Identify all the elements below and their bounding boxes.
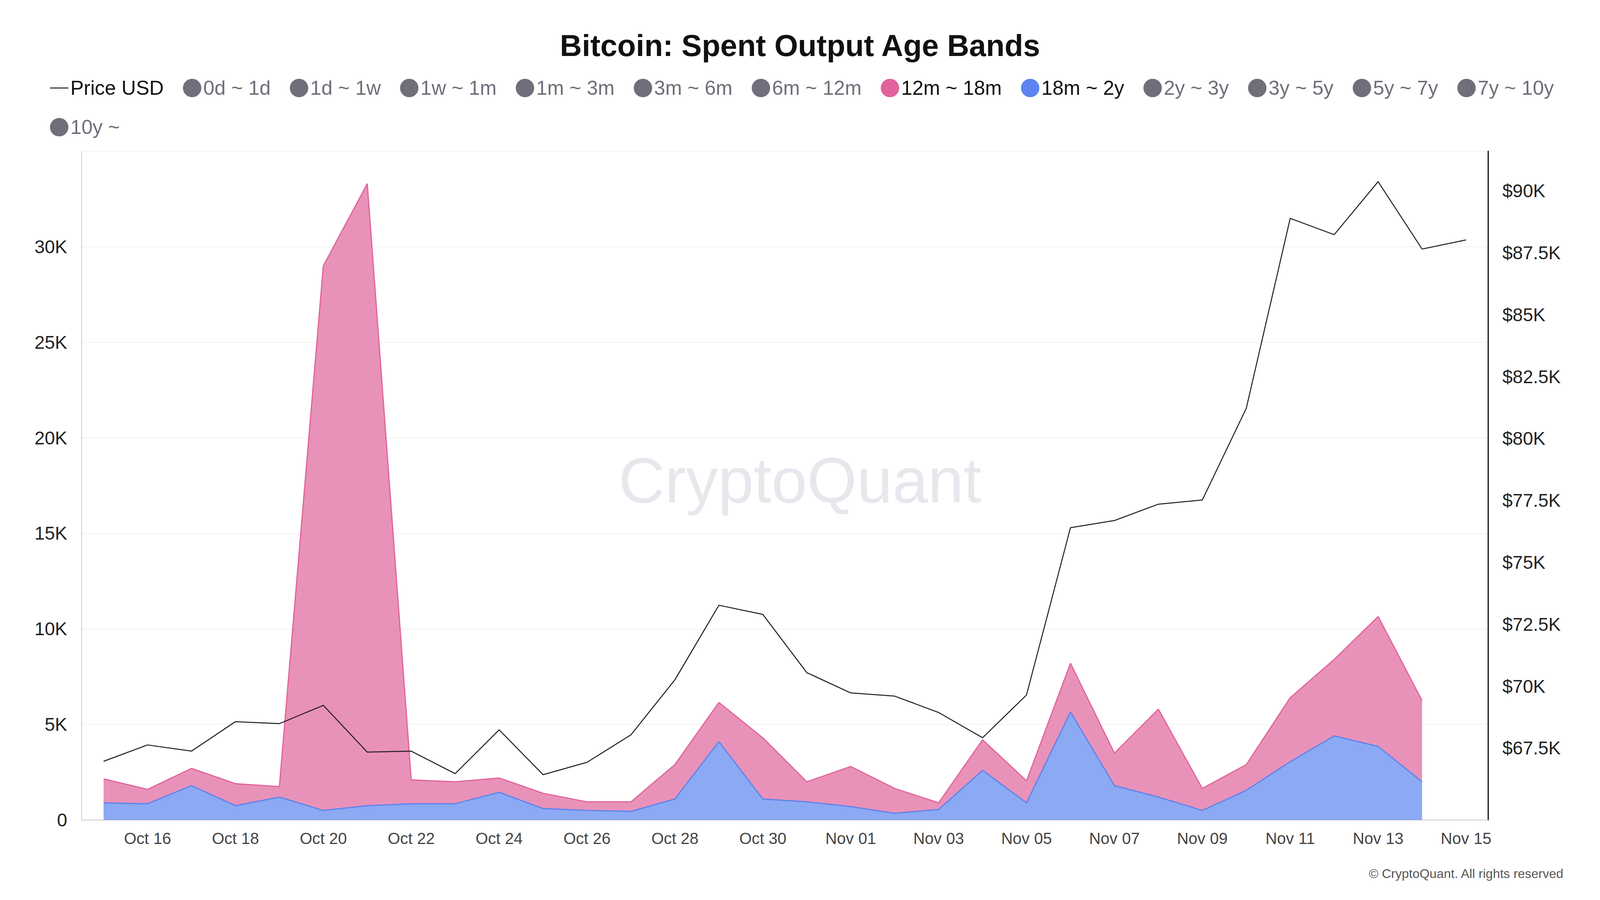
svg-text:$90K: $90K xyxy=(1502,180,1546,202)
svg-text:$77.5K: $77.5K xyxy=(1502,490,1561,511)
svg-text:30K: 30K xyxy=(34,236,68,258)
svg-text:Oct 30: Oct 30 xyxy=(739,829,787,848)
svg-text:20K: 20K xyxy=(34,427,68,449)
svg-text:$80K: $80K xyxy=(1502,428,1546,449)
svg-text:5y ~ 7y: 5y ~ 7y xyxy=(1373,76,1439,100)
svg-text:6m ~ 12m: 6m ~ 12m xyxy=(772,76,862,100)
svg-text:0d ~ 1d: 0d ~ 1d xyxy=(203,76,271,100)
svg-text:Nov 11: Nov 11 xyxy=(1265,829,1316,848)
svg-text:Oct 24: Oct 24 xyxy=(475,829,523,848)
svg-text:$85K: $85K xyxy=(1502,304,1546,326)
svg-text:© CryptoQuant. All rights rese: © CryptoQuant. All rights reserved xyxy=(1368,866,1564,881)
svg-text:10K: 10K xyxy=(34,618,68,640)
svg-text:$82.5K: $82.5K xyxy=(1502,366,1561,388)
svg-text:Nov 15: Nov 15 xyxy=(1440,829,1492,848)
svg-text:$87.5K: $87.5K xyxy=(1502,242,1561,264)
svg-text:Nov 13: Nov 13 xyxy=(1352,829,1404,848)
svg-text:Oct 20: Oct 20 xyxy=(299,829,347,848)
svg-text:Bitcoin: Spent Output Age Band: Bitcoin: Spent Output Age Bands xyxy=(560,28,1040,63)
svg-text:Oct 28: Oct 28 xyxy=(651,829,699,848)
svg-text:$75K: $75K xyxy=(1502,552,1546,573)
svg-text:Price USD: Price USD xyxy=(70,76,164,100)
svg-text:Oct 16: Oct 16 xyxy=(124,829,172,848)
svg-text:3m ~ 6m: 3m ~ 6m xyxy=(654,76,733,100)
svg-text:Nov 01: Nov 01 xyxy=(825,829,876,848)
svg-text:CryptoQuant: CryptoQuant xyxy=(618,444,982,516)
svg-text:Oct 22: Oct 22 xyxy=(387,829,435,848)
svg-text:Oct 18: Oct 18 xyxy=(212,829,260,848)
svg-text:Nov 05: Nov 05 xyxy=(1001,829,1052,848)
svg-text:0: 0 xyxy=(56,809,68,831)
svg-text:$67.5K: $67.5K xyxy=(1502,737,1561,759)
svg-text:Nov 03: Nov 03 xyxy=(913,829,964,848)
svg-text:25K: 25K xyxy=(34,332,68,353)
svg-text:2y ~ 3y: 2y ~ 3y xyxy=(1164,76,1230,100)
svg-text:12m ~ 18m: 12m ~ 18m xyxy=(901,76,1002,100)
svg-text:5K: 5K xyxy=(44,714,68,735)
svg-text:15K: 15K xyxy=(34,522,68,544)
svg-text:Nov 07: Nov 07 xyxy=(1089,829,1140,848)
svg-text:Nov 09: Nov 09 xyxy=(1176,829,1228,848)
svg-text:18m ~ 2y: 18m ~ 2y xyxy=(1041,76,1124,100)
svg-text:7y ~ 10y: 7y ~ 10y xyxy=(1477,76,1554,100)
svg-text:$72.5K: $72.5K xyxy=(1502,614,1561,635)
svg-text:10y ~: 10y ~ xyxy=(70,116,120,139)
svg-text:1m ~ 3m: 1m ~ 3m xyxy=(536,76,615,100)
svg-text:$70K: $70K xyxy=(1502,676,1546,697)
svg-text:1w ~ 1m: 1w ~ 1m xyxy=(420,76,497,100)
svg-text:Oct 26: Oct 26 xyxy=(563,829,611,848)
svg-text:3y ~ 5y: 3y ~ 5y xyxy=(1268,76,1334,100)
svg-text:1d ~ 1w: 1d ~ 1w xyxy=(310,76,382,100)
